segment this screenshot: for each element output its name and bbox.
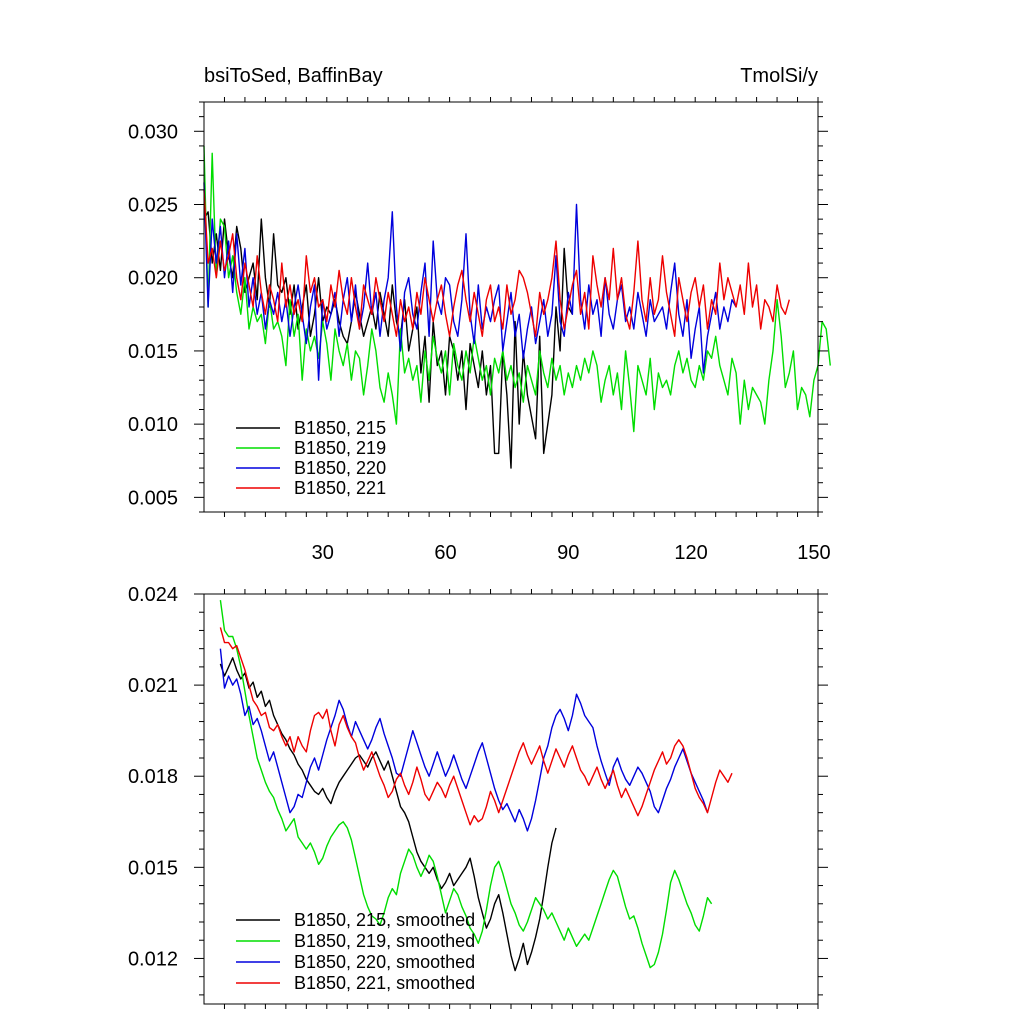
- x-tick-label: 90: [557, 542, 579, 564]
- series-line-1: [203, 211, 574, 469]
- legend-label: B1850, 221: [294, 478, 386, 498]
- panel-title-right: TmolSi/y: [740, 65, 818, 87]
- top-panel: bsiToSed, BaffinBay TmolSi/y 30 60 90 120 15…: [128, 65, 831, 564]
- y-tick-label: 0.010: [128, 414, 178, 436]
- series-line-3: [203, 182, 737, 381]
- axes: 0.012 0.015 0.018 0.021 0.024: [128, 584, 828, 1009]
- axes: 30 60 90 120 150 0.005 0.010 0.015 0.020 0.025 0.0…: [128, 97, 831, 564]
- y-tick-label: 0.030: [128, 121, 178, 143]
- x-tick-label: 30: [312, 542, 334, 564]
- x-tick-label: 120: [674, 542, 707, 564]
- bottom-panel: 0.012 0.015 0.018 0.021 0.024 B1850, 215, sm…: [128, 584, 828, 1009]
- series-line-4: [203, 189, 790, 337]
- y-tick-label: 0.015: [128, 857, 178, 879]
- y-tick-label: 0.020: [128, 268, 178, 290]
- y-tick-label: 0.005: [128, 487, 178, 509]
- y-tick-label: 0.018: [128, 766, 178, 788]
- legend-label: B1850, 215, smoothed: [294, 910, 475, 930]
- legend-label: B1850, 221, smoothed: [294, 973, 475, 993]
- x-tick-label: 150: [797, 542, 830, 564]
- y-tick-label: 0.025: [128, 195, 178, 217]
- x-tick-label: 60: [434, 542, 456, 564]
- series-line-3: [219, 648, 709, 832]
- y-tick-label: 0.015: [128, 341, 178, 363]
- legend-label: B1850, 220: [294, 458, 386, 478]
- series-line-1: [219, 657, 557, 972]
- y-tick-label: 0.024: [128, 584, 178, 606]
- legend-label: B1850, 220, smoothed: [294, 952, 475, 972]
- legend-label: B1850, 219, smoothed: [294, 931, 475, 951]
- legend-label: B1850, 219: [294, 438, 386, 458]
- y-tick-label: 0.012: [128, 948, 178, 970]
- y-tick-label: 0.021: [128, 675, 178, 697]
- panel-title-left: bsiToSed, BaffinBay: [204, 65, 383, 87]
- series-line-4: [219, 627, 733, 826]
- plot-area: [219, 600, 733, 972]
- plot-area: [203, 145, 831, 469]
- series-line-2: [203, 145, 831, 433]
- legend-label: B1850, 215: [294, 418, 386, 438]
- series-line-2: [219, 600, 713, 969]
